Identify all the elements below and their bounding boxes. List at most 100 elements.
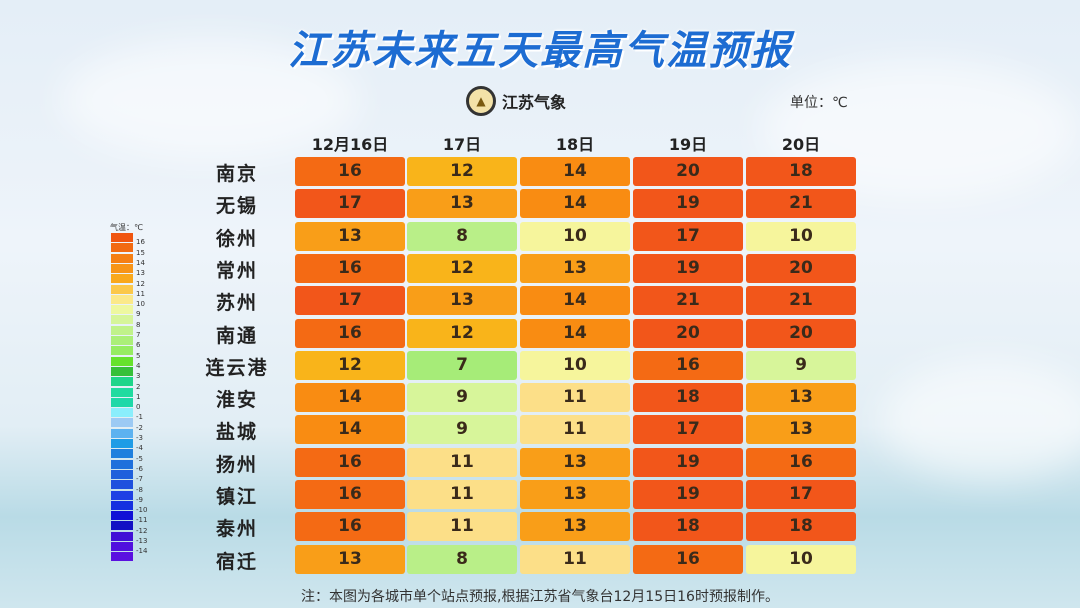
temperature-cell: 17 — [295, 189, 405, 219]
legend-label: -7 — [136, 475, 143, 484]
temperature-cell: 7 — [407, 350, 517, 380]
legend-label: 3 — [136, 372, 141, 381]
temperature-cell: 17 — [633, 221, 743, 251]
legend-swatch — [111, 387, 133, 397]
jiangsu-meteorology-logo: ▲ 江苏气象 — [466, 86, 566, 116]
temperature-cell: 8 — [407, 544, 517, 574]
background-cloud — [60, 40, 360, 160]
temperature-cell: 21 — [633, 286, 743, 316]
temperature-cell: 9 — [407, 415, 517, 445]
legend-label: -9 — [136, 495, 143, 504]
city-label: 常州 — [215, 259, 258, 282]
city-label: 南通 — [215, 324, 258, 347]
city-label: 镇江 — [215, 486, 258, 508]
legend-swatch — [111, 397, 133, 407]
legend-label: 8 — [136, 320, 141, 329]
temperature-cell: 12 — [407, 157, 517, 186]
column-header: 20日 — [781, 135, 821, 154]
legend-swatch — [111, 428, 133, 438]
legend-swatch — [111, 490, 133, 500]
legend-swatch — [111, 315, 133, 325]
temperature-cell: 13 — [407, 189, 517, 219]
legend-label: 16 — [136, 238, 145, 247]
background-cloud — [880, 360, 1080, 480]
temperature-cell: 13 — [520, 253, 630, 283]
temperature-cell: 13 — [520, 447, 630, 477]
temperature-cell: 19 — [633, 253, 743, 283]
legend-label: 2 — [136, 382, 141, 391]
temperature-cell: 12 — [295, 350, 405, 380]
temperature-cell: 19 — [633, 189, 743, 219]
legend-swatch — [111, 336, 133, 345]
temperature-cell: 18 — [746, 157, 856, 186]
city-label: 宿迁 — [215, 550, 258, 573]
temperature-cell: 16 — [295, 318, 405, 348]
legend-swatch — [111, 408, 133, 418]
temperature-cell: 13 — [407, 286, 517, 316]
city-label: 淮安 — [215, 389, 258, 412]
legend-label: 5 — [136, 351, 141, 360]
temperature-cell: 16 — [295, 157, 405, 186]
legend-swatch — [111, 469, 133, 479]
temperature-cell: 14 — [520, 189, 630, 219]
temperature-cell: 9 — [746, 350, 856, 380]
legend-title: 气温：℃ — [110, 223, 143, 232]
temperature-cell: 13 — [520, 480, 630, 509]
temperature-cell: 11 — [520, 415, 630, 445]
temperature-cell: 20 — [633, 318, 743, 348]
legend-label: -13 — [136, 537, 148, 545]
legend-swatch — [111, 253, 133, 263]
legend-swatch — [111, 542, 133, 551]
legend-swatch — [111, 284, 133, 294]
temperature-cell: 10 — [520, 350, 630, 380]
temperature-cell: 20 — [746, 253, 856, 283]
legend-swatch — [111, 305, 133, 315]
legend-label: -2 — [136, 423, 143, 432]
legend-label: 11 — [136, 289, 145, 298]
city-label: 徐州 — [215, 227, 258, 250]
temperature-cell: 11 — [520, 544, 630, 574]
temperature-cell: 18 — [633, 383, 743, 413]
temperature-cell: 14 — [295, 383, 405, 413]
legend-label: -6 — [136, 464, 143, 473]
temperature-cell: 16 — [295, 480, 405, 509]
temperature-cell: 17 — [633, 415, 743, 445]
legend-label: -1 — [136, 413, 143, 422]
legend-label: 10 — [136, 300, 145, 309]
legend-swatch — [111, 500, 133, 510]
city-label: 扬州 — [215, 453, 258, 476]
legend-label: -14 — [136, 547, 148, 556]
legend-swatch — [111, 274, 133, 284]
temperature-cell: 16 — [295, 512, 405, 542]
legend-swatch — [111, 233, 133, 242]
legend-label: 6 — [136, 341, 141, 350]
legend-label: 13 — [136, 269, 145, 278]
city-label: 南京 — [215, 163, 258, 185]
city-label: 盐城 — [215, 421, 258, 444]
city-label: 泰州 — [215, 518, 258, 541]
column-header: 19日 — [668, 135, 708, 154]
legend-label: 0 — [136, 403, 141, 412]
legend-label: 7 — [136, 331, 141, 339]
temperature-cell: 11 — [407, 447, 517, 477]
legend-swatch — [111, 263, 133, 273]
legend-swatch — [111, 531, 133, 541]
legend-swatch — [111, 459, 133, 469]
legend-label: -5 — [136, 454, 143, 463]
temperature-cell: 17 — [295, 286, 405, 316]
temperature-cell: 20 — [633, 157, 743, 186]
legend-swatch — [111, 325, 133, 335]
legend-swatch — [111, 439, 133, 448]
legend-swatch — [111, 449, 133, 459]
column-header: 18日 — [555, 135, 595, 154]
temperature-cell: 20 — [746, 318, 856, 348]
city-label: 连云港 — [205, 356, 269, 379]
legend-label: 12 — [136, 279, 145, 288]
temperature-cell: 17 — [746, 480, 856, 509]
temperature-cell: 14 — [295, 415, 405, 445]
temperature-cell: 21 — [746, 189, 856, 219]
legend-label: -12 — [136, 526, 148, 535]
legend-label: -4 — [136, 444, 143, 453]
temperature-cell: 16 — [633, 350, 743, 380]
legend-swatch — [111, 377, 133, 387]
